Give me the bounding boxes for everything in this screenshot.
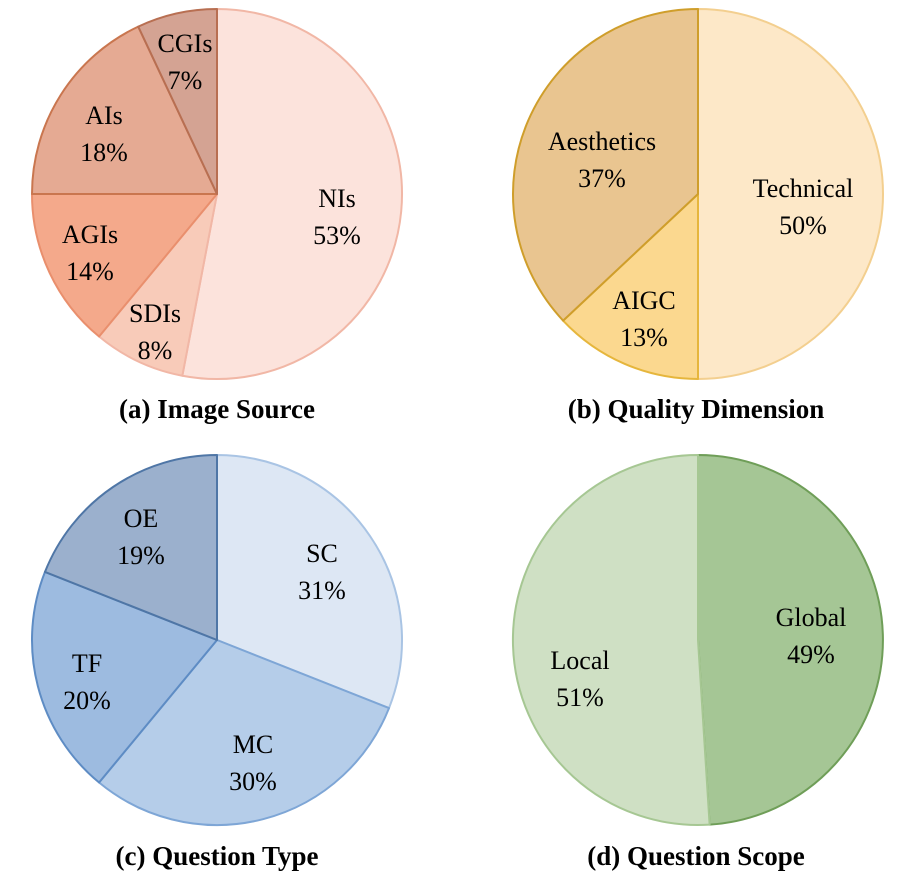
- caption-image-source: (a) Image Source: [119, 394, 315, 424]
- pie-3: Global 49% Local 51%: [511, 454, 884, 826]
- pie-0: NIs 53% SDIs 8% AGIs 14% AIs 18% CGIs 7%: [31, 8, 404, 380]
- pie-1-slice-aigc: [562, 193, 699, 380]
- pie-2-value-oe: 19%: [117, 541, 165, 570]
- pie-3-value-local: 51%: [556, 683, 604, 712]
- pie-2-slice-tf: [31, 570, 218, 784]
- pie-0-value-agis: 14%: [66, 257, 114, 286]
- pie-0-slice-cgis: [137, 8, 218, 195]
- pie-3-slice-local: [511, 454, 711, 826]
- pie-0-label-agis: AGIs: [62, 220, 118, 249]
- pie-1-value-aesthetics: 37%: [578, 164, 626, 193]
- pie-2-value-tf: 20%: [63, 686, 111, 715]
- pie-1-label-technical: Technical: [753, 174, 854, 203]
- pie-1-label-aigc: AIGC: [612, 286, 676, 315]
- pie-1: Technical 50% AIGC 13% Aesthetics 37%: [512, 8, 884, 380]
- pie-2-label-oe: OE: [124, 504, 159, 533]
- pie-2-slice-sc: [216, 454, 403, 710]
- pie-0-value-ais: 18%: [80, 138, 128, 167]
- pie-1-label-aesthetics: Aesthetics: [548, 127, 656, 156]
- pie-1-slice-aesthetics: [512, 8, 699, 322]
- pie-0-label-ais: AIs: [85, 101, 123, 130]
- pie-1-value-technical: 50%: [779, 211, 827, 240]
- pie-0-label-nis: NIs: [318, 184, 356, 213]
- pie-0-slice-nis: [181, 8, 404, 380]
- pie-3-label-local: Local: [550, 646, 609, 675]
- caption-question-scope: (d) Question Scope: [587, 841, 805, 871]
- pie-2: SC 31% MC 30% TF 20% OE 19%: [31, 454, 403, 826]
- pie-0-label-sdis: SDIs: [129, 299, 181, 328]
- pie-2-value-mc: 30%: [229, 767, 277, 796]
- pie-1-value-aigc: 13%: [620, 323, 668, 352]
- pie-2-label-sc: SC: [306, 539, 338, 568]
- pie-2-value-sc: 31%: [298, 576, 346, 605]
- pie-2-slice-oe: [43, 454, 218, 641]
- pie-0-slice-ais: [31, 25, 218, 195]
- caption-question-type: (c) Question Type: [115, 841, 319, 871]
- pie-0-slice-sdis: [98, 193, 218, 377]
- pie-0-value-cgis: 7%: [168, 66, 203, 95]
- pie-1-slice-technical: [697, 8, 884, 380]
- pie-0-label-cgis: CGIs: [158, 29, 213, 58]
- pie-3-label-global: Global: [776, 603, 847, 632]
- pie-2-slice-mc: [98, 639, 391, 826]
- caption-quality-dimension: (b) Quality Dimension: [567, 394, 825, 424]
- pie-0-slice-agis: [31, 193, 218, 338]
- pie-0-value-sdis: 8%: [138, 336, 173, 365]
- pie-2-label-tf: TF: [72, 649, 102, 678]
- pie-3-slice-global: [697, 454, 884, 826]
- pie-2-label-mc: MC: [233, 730, 273, 759]
- pie-0-value-nis: 53%: [313, 221, 361, 250]
- pie-3-value-global: 49%: [787, 640, 835, 669]
